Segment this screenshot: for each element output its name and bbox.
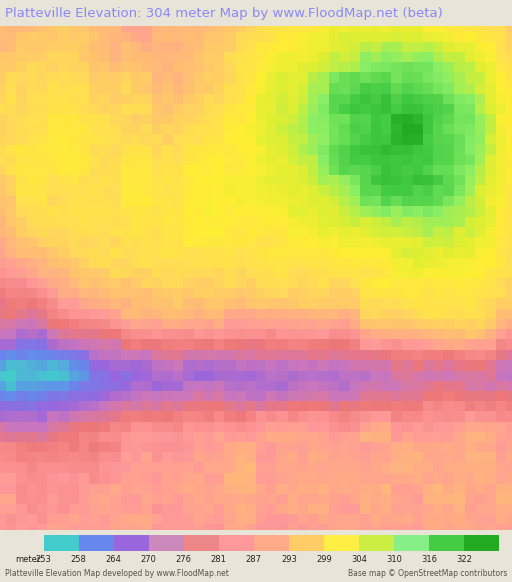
Text: 287: 287	[246, 555, 262, 564]
Text: 299: 299	[316, 555, 332, 564]
Bar	[184, 535, 219, 551]
Bar	[254, 535, 289, 551]
Text: 293: 293	[281, 555, 297, 564]
Bar	[44, 535, 78, 551]
Text: 258: 258	[71, 555, 87, 564]
Text: 253: 253	[35, 555, 52, 564]
Text: 281: 281	[211, 555, 227, 564]
Bar	[219, 535, 254, 551]
Text: Base map © OpenStreetMap contributors: Base map © OpenStreetMap contributors	[348, 569, 507, 578]
Text: meter: meter	[15, 555, 41, 564]
Text: 322: 322	[456, 555, 472, 564]
Text: 270: 270	[141, 555, 157, 564]
Text: 264: 264	[105, 555, 121, 564]
Bar	[394, 535, 429, 551]
Bar	[429, 535, 464, 551]
Bar	[289, 535, 324, 551]
Bar	[359, 535, 394, 551]
Bar	[114, 535, 148, 551]
Text: 276: 276	[176, 555, 191, 564]
Bar	[464, 535, 499, 551]
Bar	[148, 535, 184, 551]
Bar	[78, 535, 114, 551]
Text: 310: 310	[386, 555, 402, 564]
Bar	[324, 535, 359, 551]
Text: Platteville Elevation: 304 meter Map by www.FloodMap.net (beta): Platteville Elevation: 304 meter Map by …	[5, 6, 443, 20]
Text: Platteville Elevation Map developed by www.FloodMap.net: Platteville Elevation Map developed by w…	[5, 569, 229, 578]
Text: 316: 316	[421, 555, 437, 564]
Text: 304: 304	[351, 555, 367, 564]
